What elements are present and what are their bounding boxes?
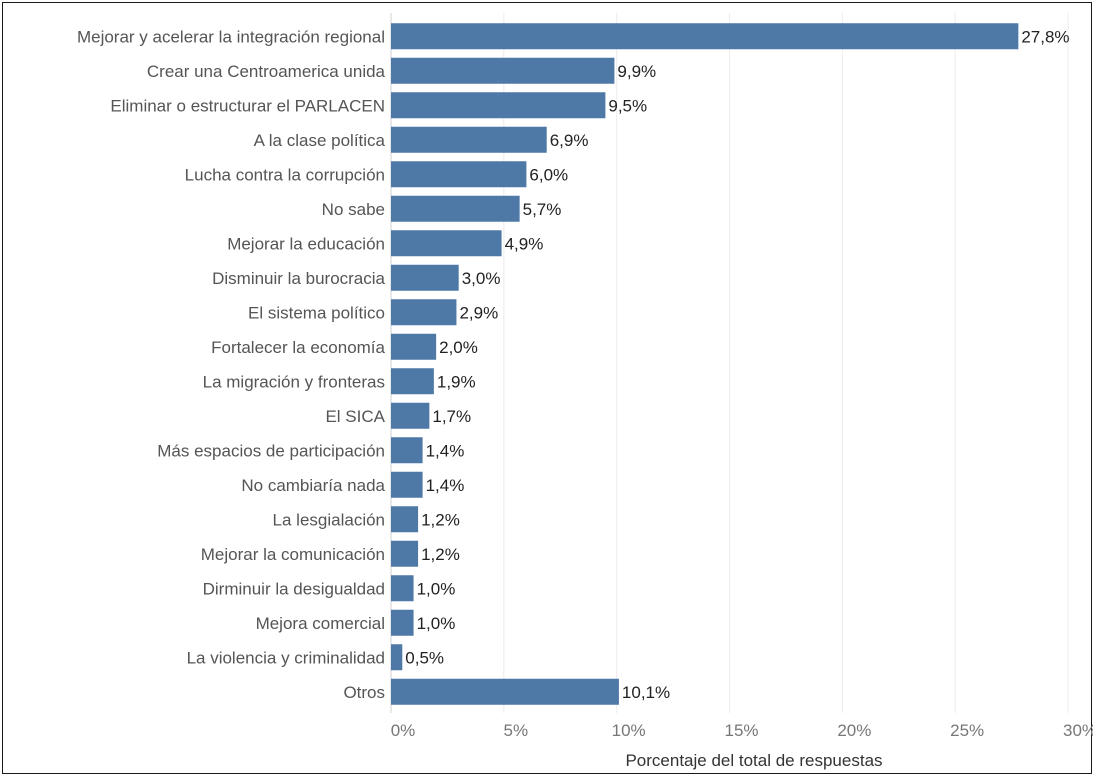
value-label: 9,5% xyxy=(608,96,647,115)
bar xyxy=(391,678,619,705)
x-tick-label: 5% xyxy=(504,721,529,740)
value-label: 1,7% xyxy=(432,407,471,426)
x-tick-label: 30% xyxy=(1063,721,1093,740)
value-label: 4,9% xyxy=(505,234,544,253)
category-label: Mejorar y acelerar la integración region… xyxy=(77,27,385,46)
value-label: 1,9% xyxy=(437,372,476,391)
value-label: 27,8% xyxy=(1021,27,1069,46)
bar xyxy=(391,644,403,671)
x-axis-title: Porcentaje del total de respuestas xyxy=(625,751,882,770)
category-label: No cambiaría nada xyxy=(241,476,385,495)
value-label: 3,0% xyxy=(462,269,501,288)
category-label: Dirminuir la desigualdad xyxy=(203,579,385,598)
value-label: 1,0% xyxy=(417,614,456,633)
category-label: A la clase política xyxy=(254,131,386,150)
bar xyxy=(391,264,459,291)
bar xyxy=(391,540,419,567)
value-label: 6,9% xyxy=(550,131,589,150)
value-label: 5,7% xyxy=(523,200,562,219)
value-label: 10,1% xyxy=(622,683,670,702)
value-label: 1,4% xyxy=(426,441,465,460)
bar-chart: Mejorar y acelerar la integración region… xyxy=(77,13,1093,770)
value-label: 1,2% xyxy=(421,545,460,564)
bar xyxy=(391,402,430,429)
value-label: 1,2% xyxy=(421,510,460,529)
bar xyxy=(391,575,414,602)
category-label: La violencia y criminalidad xyxy=(187,648,385,667)
category-label: Otros xyxy=(343,683,385,702)
x-tick-label: 15% xyxy=(724,721,758,740)
category-label: Mejorar la educación xyxy=(227,234,385,253)
x-axis-ticks: 0% 5% 10% 15% 20% 25% 30% xyxy=(391,721,1093,740)
category-labels: Mejorar y acelerar la integración region… xyxy=(77,27,386,702)
x-tick-label: 25% xyxy=(950,721,984,740)
bar xyxy=(391,368,434,395)
category-label: Eliminar o estructurar el PARLACEN xyxy=(110,96,385,115)
category-label: El SICA xyxy=(325,407,385,426)
category-label: Disminuir la burocracia xyxy=(212,269,385,288)
category-label: Crear una Centroamerica unida xyxy=(147,62,386,81)
category-label: No sabe xyxy=(322,200,385,219)
bar xyxy=(391,195,520,222)
bar xyxy=(391,230,502,257)
bar xyxy=(391,23,1019,50)
category-label: La lesgialación xyxy=(273,510,385,529)
category-label: Fortalecer la economía xyxy=(211,338,385,357)
bar xyxy=(391,437,423,464)
bar xyxy=(391,299,457,326)
value-label: 6,0% xyxy=(529,165,568,184)
bar xyxy=(391,333,437,360)
value-labels: 27,8% 9,9% 9,5% 6,9% 6,0% 5,7% 4,9%3,0% 2,9% 2,0… xyxy=(405,27,1069,702)
bar xyxy=(391,57,615,84)
value-label: 1,4% xyxy=(426,476,465,495)
x-tick-label: 20% xyxy=(837,721,871,740)
bar xyxy=(391,609,414,636)
bar xyxy=(391,471,423,498)
category-label: Más espacios de participación xyxy=(157,441,385,460)
value-label: 1,0% xyxy=(417,579,456,598)
bar xyxy=(391,161,527,188)
bar xyxy=(391,126,547,153)
bars xyxy=(391,23,1019,705)
value-label: 0,5% xyxy=(405,648,444,667)
x-tick-label: 10% xyxy=(612,721,646,740)
bar xyxy=(391,92,606,119)
category-label: Lucha contra la corrupción xyxy=(185,165,385,184)
category-label: Mejorar la comunicación xyxy=(201,545,385,564)
value-label: 9,9% xyxy=(617,62,656,81)
value-label: 2,0% xyxy=(439,338,478,357)
bar xyxy=(391,506,419,533)
category-label: Mejora comercial xyxy=(256,614,385,633)
category-label: El sistema político xyxy=(248,303,385,322)
x-tick-label: 0% xyxy=(391,721,416,740)
category-label: La migración y fronteras xyxy=(203,372,385,391)
value-label: 2,9% xyxy=(459,303,498,322)
